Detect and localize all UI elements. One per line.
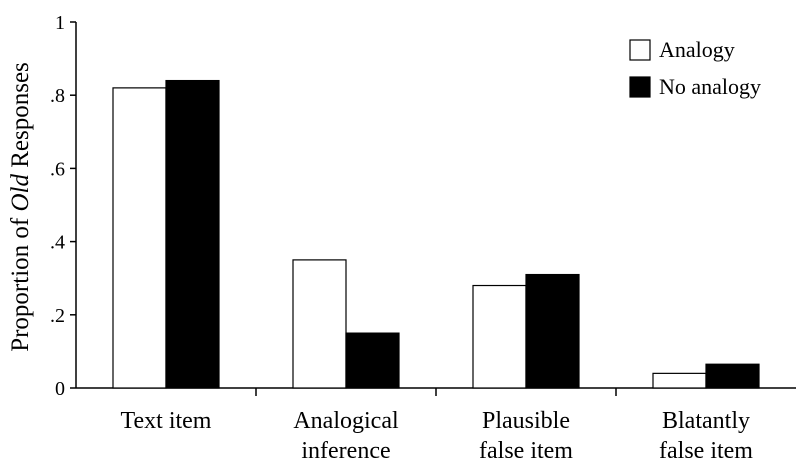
y-tick-label: 0 [55, 378, 65, 400]
bars-layer [112, 79, 760, 389]
x-category-label-line: inference [301, 438, 390, 462]
y-axis-title: Proportion of Old Responses [7, 62, 34, 352]
x-category-label: Blatantly false item [659, 408, 753, 462]
bar-analogy [652, 372, 707, 389]
legend-label: Analogy [659, 37, 735, 62]
y-axis-title-suffix: Responses [7, 62, 34, 174]
legend: Analogy No analogy [629, 37, 761, 99]
y-tick-label: 1 [55, 12, 65, 34]
x-category-label-line: Blatantly [662, 408, 750, 434]
y-tick-label: .6 [50, 158, 65, 180]
x-category-label: Analogical inference [293, 408, 399, 462]
x-category-label: Text item [121, 408, 212, 434]
labels-layer: 0 .2 .4 .6 .8 1 Proportion of Old Responses Tex… [7, 12, 753, 464]
y-axis-title-prefix: Proportion of [7, 212, 34, 352]
bar-no-analogy [165, 79, 220, 389]
x-category-label-line: false item [479, 438, 573, 462]
x-category-label: Plausible false item [479, 408, 573, 462]
legend-label: No analogy [659, 74, 761, 99]
bar-analogy [472, 284, 527, 389]
bar-no-analogy [705, 363, 760, 389]
x-category-label-line: false item [659, 438, 753, 462]
bar-analogy [112, 87, 167, 389]
y-tick-label: .2 [50, 305, 65, 327]
y-tick-label: .8 [50, 85, 65, 107]
x-category-label-line: Analogical [293, 408, 399, 434]
bar-no-analogy [525, 273, 580, 389]
legend-swatch-no-analogy [629, 76, 651, 98]
bar-analogy [292, 259, 347, 389]
x-category-label-line: Text item [121, 408, 212, 434]
bar-no-analogy [345, 332, 400, 389]
legend-swatch-analogy [629, 39, 651, 61]
y-axis-title-italic: Old [7, 174, 34, 212]
y-tick-label: .4 [50, 232, 65, 254]
x-category-label-line: Plausible [482, 408, 570, 434]
